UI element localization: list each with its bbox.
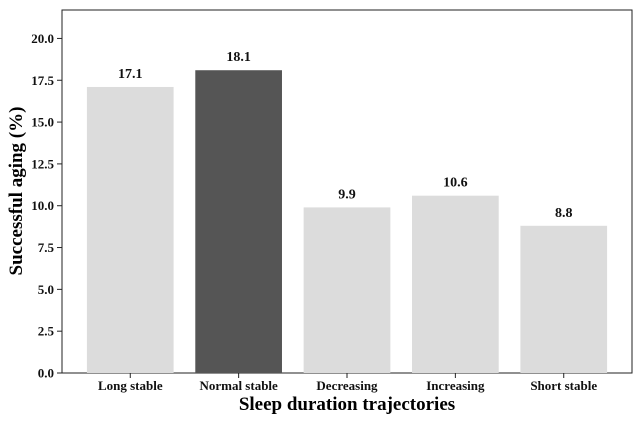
y-tick-label: 17.5 (31, 73, 54, 88)
value-label: 8.8 (555, 206, 573, 221)
x-tick-label: Long stable (98, 378, 163, 393)
x-tick-label: Short stable (530, 378, 597, 393)
x-axis: Long stable Normal stable Decreasing Increa… (98, 373, 597, 393)
y-axis: 0.0 2.5 5.0 7.5 10.0 12.5 15.0 17.5 20.0 (31, 31, 62, 381)
y-tick-label: 12.5 (31, 156, 54, 171)
y-tick-label: 0.0 (38, 366, 54, 381)
value-label: 9.9 (338, 187, 356, 202)
value-label: 10.6 (443, 176, 468, 191)
y-tick-label: 10.0 (31, 198, 54, 213)
x-axis-title: Sleep duration trajectories (239, 394, 455, 415)
x-tick-label: Increasing (426, 378, 485, 393)
y-tick-label: 5.0 (38, 282, 54, 297)
bar-normal-stable (195, 70, 282, 374)
bars-group (86, 70, 608, 374)
value-labels-group: 17.1 18.1 9.9 10.6 8.8 (118, 50, 572, 221)
y-axis-title: Successful aging (%) (6, 107, 27, 276)
value-label: 18.1 (226, 50, 251, 65)
bar-increasing (412, 195, 499, 373)
y-tick-label: 20.0 (31, 31, 54, 46)
bar-decreasing (303, 207, 391, 373)
x-tick-label: Decreasing (316, 378, 378, 393)
value-label: 17.1 (118, 67, 143, 82)
y-tick-label: 2.5 (38, 324, 55, 339)
y-tick-label: 7.5 (38, 240, 55, 255)
bar-long-stable (86, 86, 174, 373)
x-tick-label: Normal stable (199, 378, 278, 393)
bar-short-stable (520, 225, 608, 373)
y-tick-label: 15.0 (31, 115, 54, 130)
